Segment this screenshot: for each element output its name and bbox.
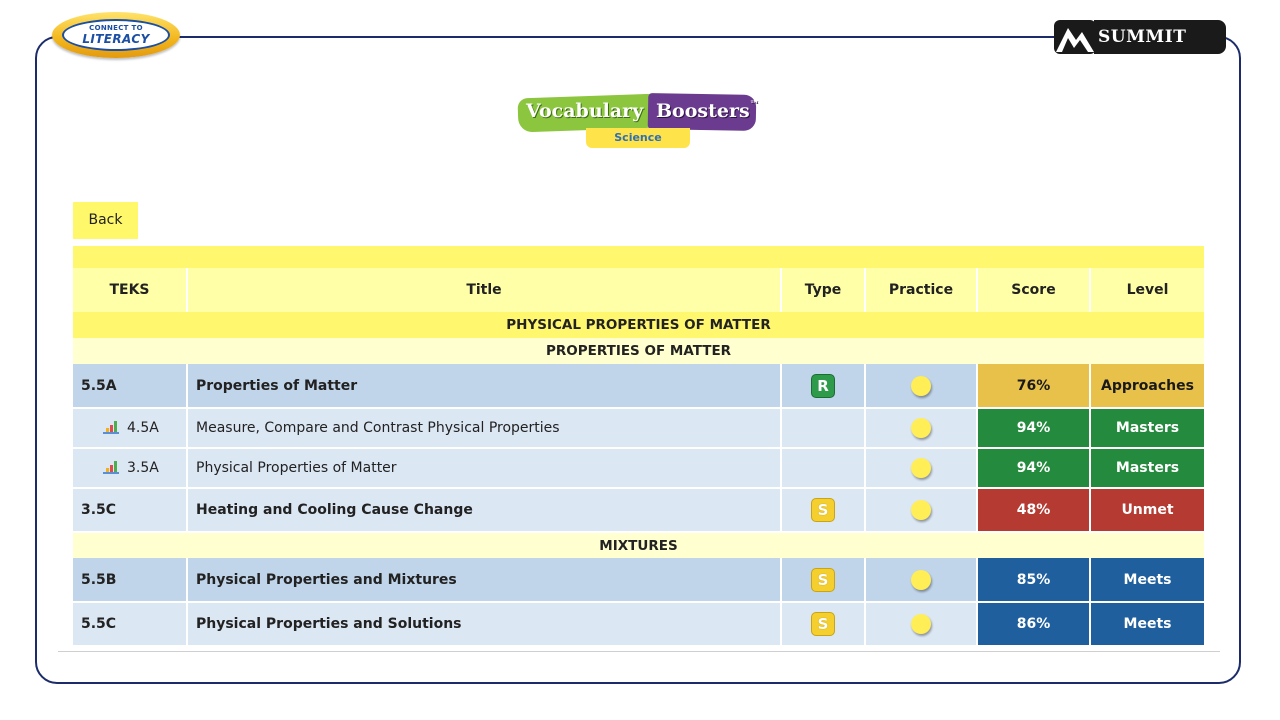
row-title[interactable]: Heating and Cooling Cause Change <box>187 488 782 533</box>
header-title: Title <box>187 268 782 312</box>
bar-chart-icon <box>103 421 119 434</box>
connect-to-literacy-logo: CONNECT TO LITERACY <box>52 12 180 60</box>
table-row[interactable]: 3.5A Physical Properties of Matter 94% M… <box>73 448 1204 489</box>
row-score: 76% <box>977 364 1091 409</box>
row-score: 48% <box>977 488 1091 533</box>
row-score: 85% <box>977 558 1091 603</box>
row-type[interactable]: S <box>781 488 866 533</box>
vocabulary-boosters-logo: Vocabulary Boosters™ Science <box>517 93 759 152</box>
table-row[interactable]: 4.5A Measure, Compare and Contrast Physi… <box>73 408 1204 449</box>
row-practice[interactable] <box>865 364 978 409</box>
row-practice[interactable] <box>865 408 978 449</box>
vocab-word2: Boosters™ <box>656 100 759 122</box>
row-practice[interactable] <box>865 488 978 533</box>
row-teks: 3.5A <box>73 448 188 489</box>
circle-icon[interactable] <box>911 418 931 438</box>
row-level: Meets <box>1090 602 1204 647</box>
section-subtitle: PROPERTIES OF MATTER <box>73 338 1204 364</box>
results-table: TEKS Title Type Practice Score Level PHY… <box>73 246 1204 647</box>
row-level: Masters <box>1090 408 1204 449</box>
row-score: 86% <box>977 602 1091 647</box>
bottom-divider <box>58 651 1220 652</box>
row-teks: 5.5B <box>73 558 188 603</box>
back-button[interactable]: Back <box>73 202 138 239</box>
r-badge-icon[interactable]: R <box>811 373 835 398</box>
row-type[interactable]: S <box>781 558 866 603</box>
table-row[interactable]: 5.5B Physical Properties and Mixtures S … <box>73 558 1204 603</box>
circle-icon[interactable] <box>911 458 931 478</box>
row-practice[interactable] <box>865 558 978 603</box>
summit-text: SUMMIT K12 <box>1094 20 1226 81</box>
logo-line2: LITERACY <box>82 32 150 46</box>
section-title: PHYSICAL PROPERTIES OF MATTER <box>73 312 1204 338</box>
row-score: 94% <box>977 448 1091 489</box>
table-top-bar <box>73 246 1204 268</box>
row-practice[interactable] <box>865 602 978 647</box>
table-row[interactable]: 5.5C Physical Properties and Solutions S… <box>73 602 1204 647</box>
row-teks: 4.5A <box>73 408 188 449</box>
vocab-word1: Vocabulary <box>526 100 644 122</box>
vocab-subject: Science <box>586 128 690 148</box>
row-type <box>781 448 866 489</box>
circle-icon[interactable] <box>911 500 931 520</box>
row-type[interactable]: S <box>781 602 866 647</box>
row-teks: 5.5A <box>73 364 188 409</box>
header-score: Score <box>977 268 1091 312</box>
s-badge-icon[interactable]: S <box>811 612 835 636</box>
row-level: Approaches <box>1090 364 1204 409</box>
circle-icon[interactable] <box>911 569 931 590</box>
row-teks: 3.5C <box>73 488 188 533</box>
row-level: Unmet <box>1090 488 1204 533</box>
row-type <box>781 408 866 449</box>
row-title[interactable]: Physical Properties and Mixtures <box>187 558 782 603</box>
table-row[interactable]: 3.5C Heating and Cooling Cause Change S … <box>73 488 1204 533</box>
header-practice: Practice <box>865 268 978 312</box>
row-practice[interactable] <box>865 448 978 489</box>
row-score: 94% <box>977 408 1091 449</box>
header-teks: TEKS <box>73 268 188 312</box>
row-type[interactable]: R <box>781 364 866 409</box>
s-badge-icon[interactable]: S <box>811 498 835 522</box>
circle-icon[interactable] <box>911 375 931 396</box>
mountain-icon <box>1054 20 1096 54</box>
summit-k12-logo: SUMMIT K12 <box>1054 18 1226 81</box>
row-title[interactable]: Properties of Matter <box>187 364 782 409</box>
table-row[interactable]: 5.5A Properties of Matter R 76% Approach… <box>73 364 1204 409</box>
row-teks: 5.5C <box>73 602 188 647</box>
header-type: Type <box>781 268 866 312</box>
bar-chart-icon <box>103 461 119 474</box>
row-title[interactable]: Physical Properties and Solutions <box>187 602 782 647</box>
row-level: Meets <box>1090 558 1204 603</box>
row-level: Masters <box>1090 448 1204 489</box>
header-level: Level <box>1090 268 1204 312</box>
row-title[interactable]: Physical Properties of Matter <box>187 448 782 489</box>
logo-line1: CONNECT TO <box>89 24 143 32</box>
row-title[interactable]: Measure, Compare and Contrast Physical P… <box>187 408 782 449</box>
s-badge-icon[interactable]: S <box>811 567 835 592</box>
circle-icon[interactable] <box>911 614 931 634</box>
section-subtitle: MIXTURES <box>73 532 1204 558</box>
